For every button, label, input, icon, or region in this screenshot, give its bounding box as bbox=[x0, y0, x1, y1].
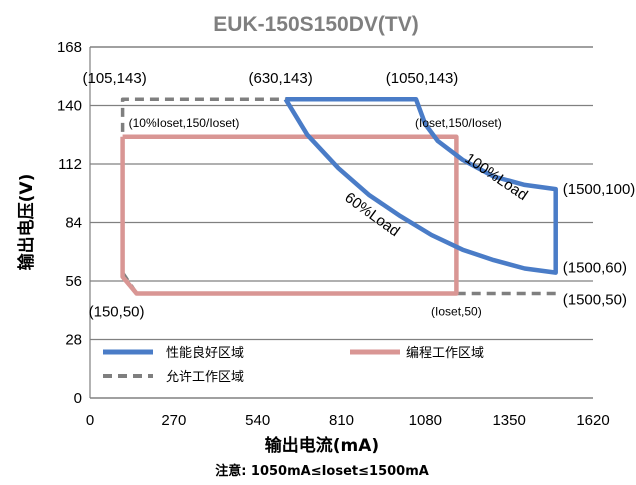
series-line bbox=[120, 134, 459, 296]
y-tick-label: 168 bbox=[57, 39, 82, 56]
chart-title: EUK-150S150DV(TV) bbox=[213, 13, 418, 36]
annotation-label: (Ioset,50) bbox=[431, 305, 482, 319]
y-tick-label: 112 bbox=[58, 156, 82, 173]
annotation-label: (10%Ioset,150/Ioset) bbox=[129, 116, 240, 130]
x-tick-label: 1080 bbox=[409, 412, 442, 429]
legend-label: 允许工作区域 bbox=[166, 369, 244, 385]
x-tick-label: 1620 bbox=[576, 412, 609, 429]
annotation-label: (1050,143) bbox=[386, 70, 459, 87]
legend-label: 性能良好区域 bbox=[166, 345, 244, 361]
x-axis-label: 输出电流(mA) bbox=[265, 435, 379, 456]
x-tick-label: 540 bbox=[245, 412, 270, 429]
annotations: (105,143) (630,143) (1050,143) (10%Ioset,15… bbox=[82, 70, 635, 320]
annotation-label: 100%Load bbox=[462, 150, 531, 204]
x-tick-label: 270 bbox=[161, 412, 186, 429]
x-tick-label: 810 bbox=[329, 412, 354, 429]
y-tick-label: 84 bbox=[65, 215, 82, 232]
series-layer bbox=[120, 96, 558, 296]
x-tick-label: 1350 bbox=[492, 412, 525, 429]
annotation-label: (Ioset,150/Ioset) bbox=[415, 116, 502, 130]
annotation-label: (150,50) bbox=[89, 304, 145, 321]
x-tick-label: 0 bbox=[86, 412, 94, 429]
y-tick-label: 0 bbox=[74, 390, 82, 407]
y-tick-label: 28 bbox=[65, 332, 82, 349]
legend-label: 编程工作区域 bbox=[406, 346, 484, 361]
annotation-label: (1500,50) bbox=[563, 292, 627, 309]
annotation-label: (1500,60) bbox=[563, 260, 627, 277]
tick-labels: 0 28 56 84 112 140 168 0 270 540 810 1080 1350 1620 bbox=[57, 39, 610, 429]
y-tick-label: 56 bbox=[65, 273, 82, 290]
annotation-label: (105,143) bbox=[82, 70, 146, 87]
annotation-label: (1500,100) bbox=[563, 181, 636, 198]
series-line bbox=[283, 96, 558, 275]
y-tick-label: 140 bbox=[57, 98, 82, 115]
note-text: 注意: 1050mA≤Ioset≤1500mA bbox=[215, 463, 429, 479]
y-axis-label: 输出电压(V) bbox=[16, 174, 37, 271]
annotation-label: (630,143) bbox=[249, 70, 313, 87]
grid bbox=[89, 46, 593, 399]
